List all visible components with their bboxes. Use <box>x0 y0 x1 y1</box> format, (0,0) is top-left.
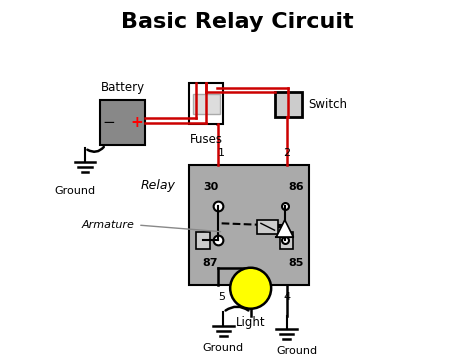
FancyBboxPatch shape <box>196 232 210 249</box>
Text: −: − <box>102 115 115 130</box>
Text: Ground: Ground <box>203 343 244 353</box>
Circle shape <box>230 268 271 309</box>
Text: Ground: Ground <box>276 346 317 356</box>
FancyBboxPatch shape <box>100 100 145 145</box>
Text: Ground: Ground <box>54 186 95 196</box>
FancyBboxPatch shape <box>189 165 309 285</box>
Text: 1: 1 <box>218 149 225 159</box>
Text: Relay: Relay <box>141 179 175 192</box>
FancyBboxPatch shape <box>280 232 293 249</box>
FancyBboxPatch shape <box>257 220 278 233</box>
Text: Fuses: Fuses <box>190 133 223 146</box>
FancyBboxPatch shape <box>192 94 220 114</box>
Text: 2: 2 <box>283 149 290 159</box>
Text: 87: 87 <box>203 258 219 268</box>
Polygon shape <box>276 220 293 237</box>
Text: 86: 86 <box>288 182 304 192</box>
FancyBboxPatch shape <box>274 92 302 117</box>
Text: Basic Relay Circuit: Basic Relay Circuit <box>121 12 353 32</box>
Text: +: + <box>130 115 143 130</box>
Text: Switch: Switch <box>309 98 348 111</box>
Text: Battery: Battery <box>100 81 145 94</box>
Text: Armature: Armature <box>82 220 135 230</box>
Text: 4: 4 <box>283 292 290 302</box>
Text: Light: Light <box>236 316 265 328</box>
FancyBboxPatch shape <box>189 83 223 124</box>
Text: 5: 5 <box>218 292 225 302</box>
Text: 30: 30 <box>203 182 218 192</box>
Text: 85: 85 <box>288 258 303 268</box>
